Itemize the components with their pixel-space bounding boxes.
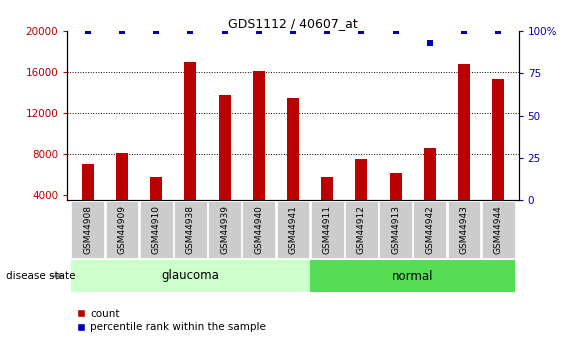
Bar — [458, 64, 470, 236]
Point — [254, 28, 264, 34]
FancyBboxPatch shape — [482, 201, 515, 258]
Point — [493, 28, 503, 34]
Bar — [321, 177, 333, 236]
Bar — [390, 174, 401, 236]
Point — [322, 28, 332, 34]
FancyBboxPatch shape — [345, 201, 378, 258]
Bar — [253, 71, 265, 236]
Bar — [82, 164, 94, 236]
Point — [357, 28, 366, 34]
Text: GSM44912: GSM44912 — [357, 205, 366, 254]
Point — [83, 28, 93, 34]
FancyBboxPatch shape — [140, 201, 173, 258]
Point — [425, 40, 434, 46]
FancyBboxPatch shape — [243, 201, 275, 258]
Bar — [424, 148, 436, 236]
Bar — [185, 62, 196, 236]
Text: GSM44943: GSM44943 — [459, 205, 468, 254]
FancyBboxPatch shape — [277, 201, 309, 258]
FancyBboxPatch shape — [105, 201, 138, 258]
Text: GSM44944: GSM44944 — [493, 205, 503, 254]
Point — [186, 28, 195, 34]
Point — [459, 28, 469, 34]
Text: disease state: disease state — [6, 271, 76, 281]
Text: GSM44941: GSM44941 — [288, 205, 298, 254]
Text: GSM44913: GSM44913 — [391, 205, 400, 254]
Text: GSM44939: GSM44939 — [220, 205, 229, 254]
FancyBboxPatch shape — [311, 201, 343, 258]
Point — [117, 28, 127, 34]
Bar — [150, 177, 162, 236]
Legend: count, percentile rank within the sample: count, percentile rank within the sample — [73, 305, 270, 336]
Text: GSM44940: GSM44940 — [254, 205, 263, 254]
Text: glaucoma: glaucoma — [162, 269, 219, 283]
Title: GDS1112 / 40607_at: GDS1112 / 40607_at — [228, 17, 358, 30]
Text: GSM44908: GSM44908 — [83, 205, 93, 254]
FancyBboxPatch shape — [71, 260, 310, 292]
Text: GSM44910: GSM44910 — [152, 205, 161, 254]
FancyBboxPatch shape — [71, 201, 104, 258]
Bar — [116, 153, 128, 236]
Text: GSM44942: GSM44942 — [425, 205, 434, 254]
Bar — [219, 95, 231, 236]
FancyBboxPatch shape — [379, 201, 412, 258]
Text: GSM44911: GSM44911 — [323, 205, 332, 254]
Bar — [492, 79, 504, 236]
FancyBboxPatch shape — [208, 201, 241, 258]
Text: GSM44938: GSM44938 — [186, 205, 195, 254]
FancyBboxPatch shape — [413, 201, 446, 258]
Point — [288, 28, 298, 34]
Bar — [355, 159, 367, 236]
Point — [152, 28, 161, 34]
Bar — [287, 98, 299, 236]
Text: normal: normal — [392, 269, 434, 283]
Point — [220, 28, 229, 34]
FancyBboxPatch shape — [174, 201, 207, 258]
FancyBboxPatch shape — [310, 260, 515, 292]
Text: GSM44909: GSM44909 — [118, 205, 127, 254]
FancyBboxPatch shape — [448, 201, 481, 258]
Point — [391, 28, 400, 34]
